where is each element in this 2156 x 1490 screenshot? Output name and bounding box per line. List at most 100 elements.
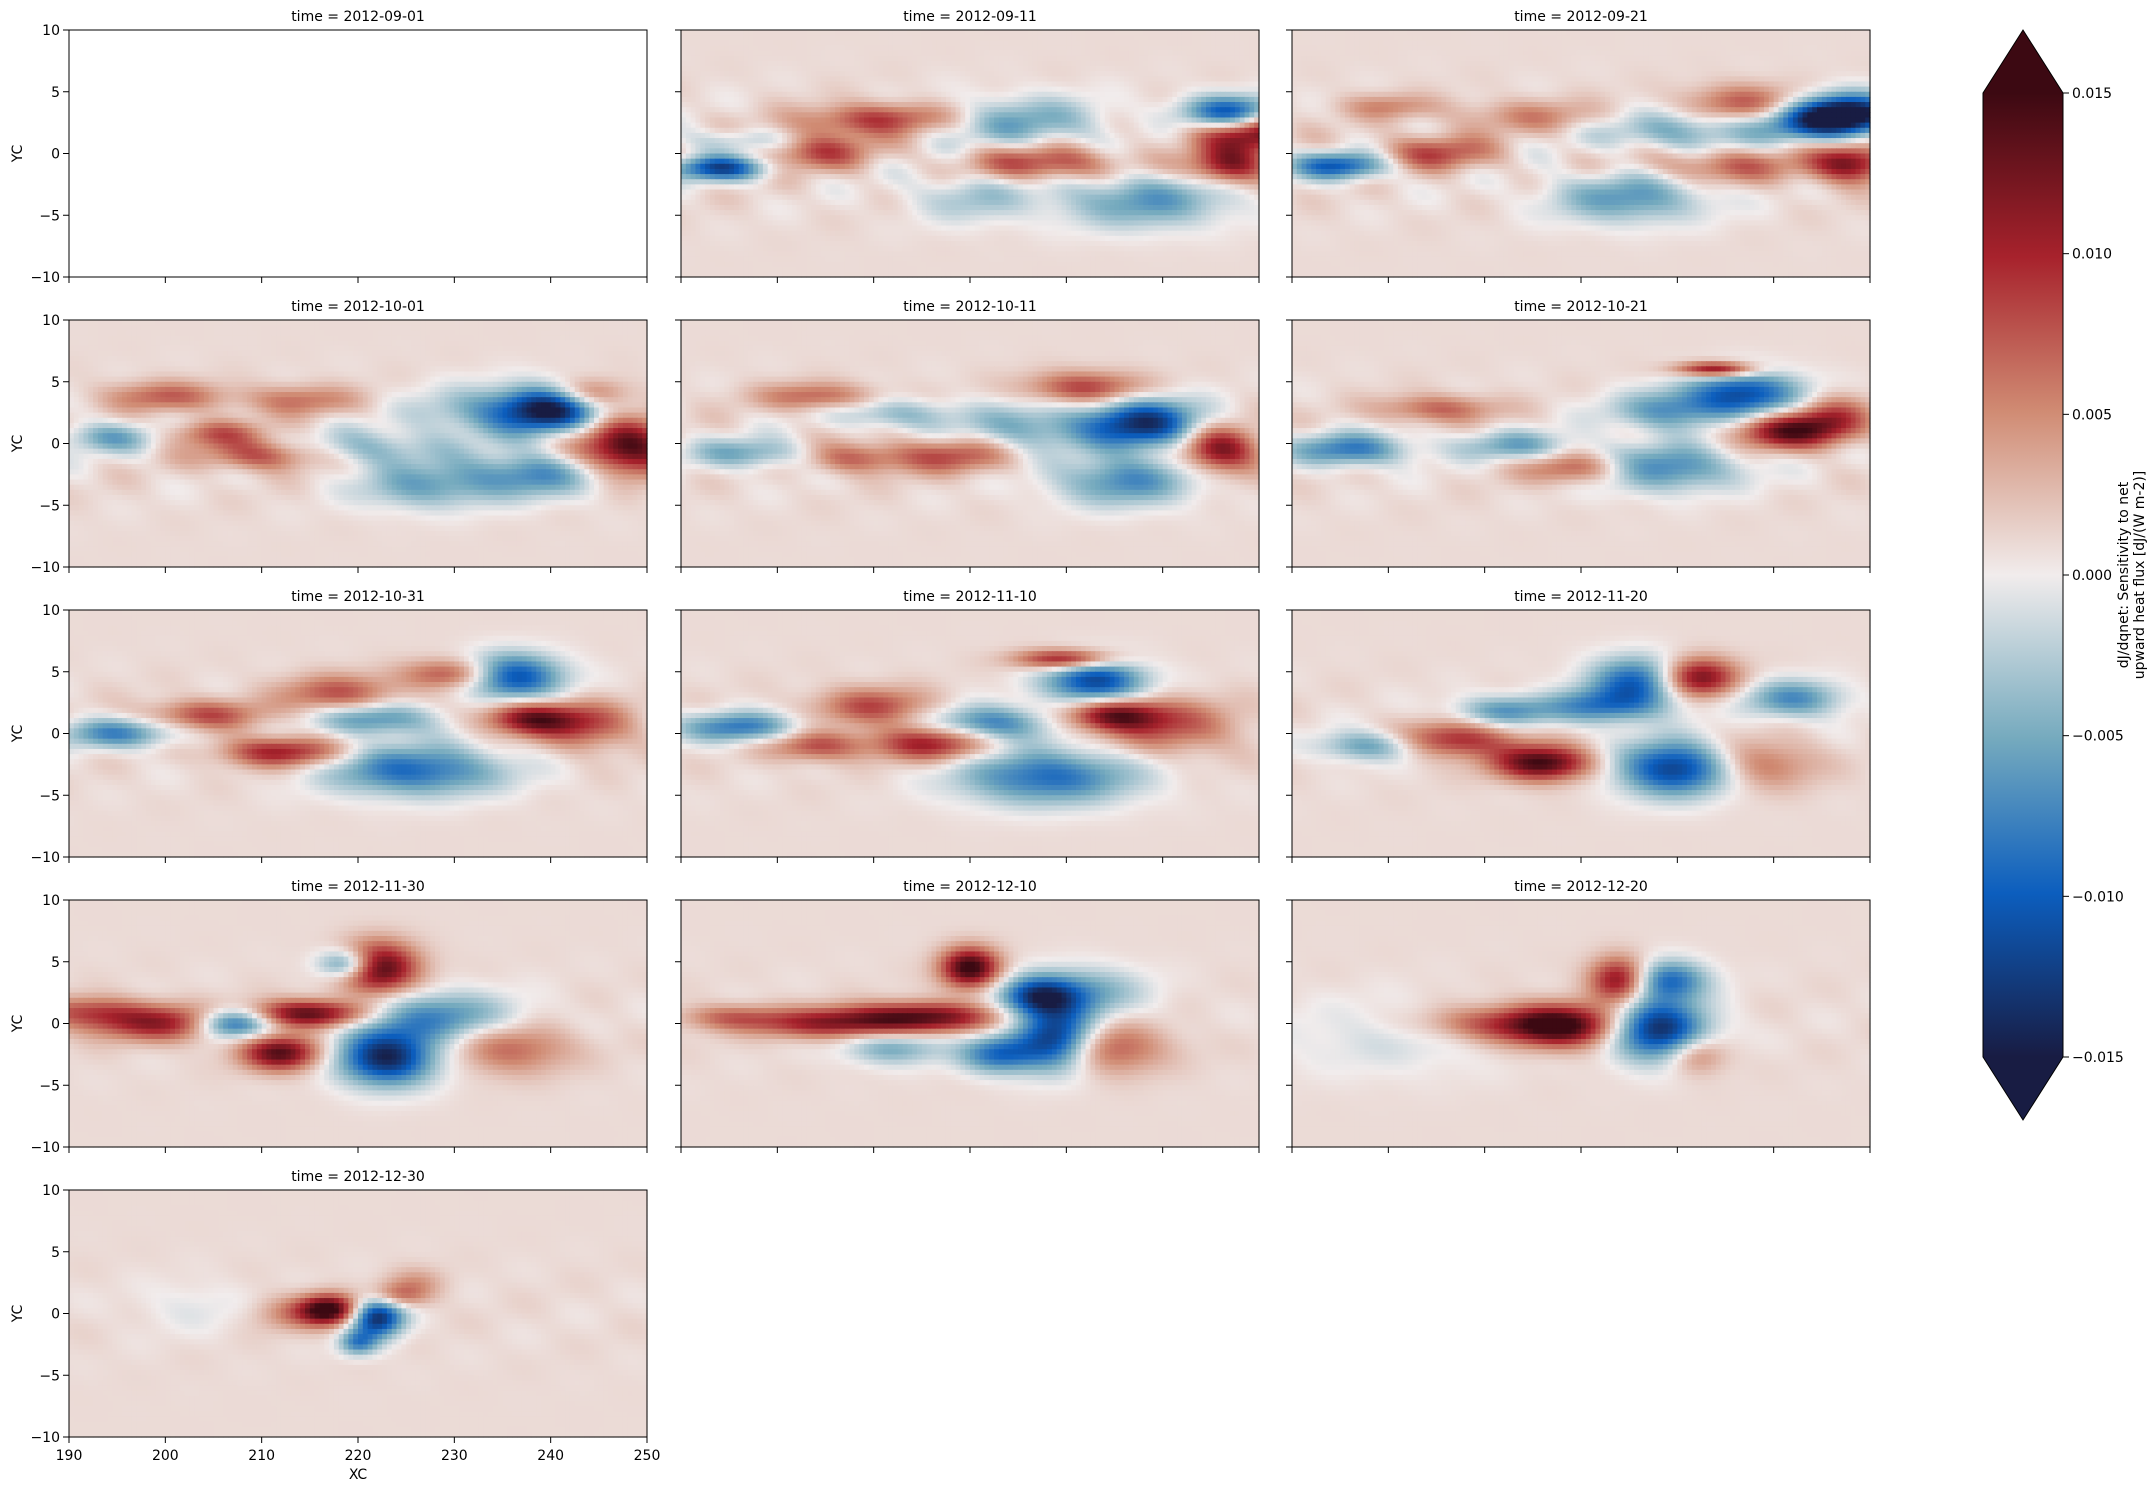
heatmap-cell bbox=[888, 30, 893, 36]
heatmap-cell bbox=[975, 107, 980, 113]
heatmap-cell bbox=[1129, 87, 1134, 93]
heatmap-cell bbox=[1206, 40, 1211, 46]
heatmap-cell bbox=[1110, 30, 1115, 36]
heatmap-cell bbox=[1196, 40, 1201, 46]
heatmap-cell bbox=[1220, 66, 1225, 72]
heatmap-cell bbox=[888, 123, 893, 129]
heatmap-cell bbox=[893, 76, 898, 82]
heatmap-cell bbox=[816, 61, 821, 67]
heatmap-cell bbox=[1028, 56, 1033, 62]
heatmap-cell bbox=[729, 35, 734, 41]
heatmap-cell bbox=[729, 56, 734, 62]
heatmap-cell bbox=[854, 71, 859, 77]
heatmap-cell bbox=[801, 71, 806, 77]
heatmap-cell bbox=[946, 35, 951, 41]
heatmap-cell bbox=[956, 128, 961, 134]
heatmap-cell bbox=[1196, 97, 1201, 103]
heatmap-cell bbox=[1167, 76, 1172, 82]
heatmap-cell bbox=[878, 56, 883, 62]
heatmap-cell bbox=[1028, 97, 1033, 103]
heatmap-cell bbox=[1018, 61, 1023, 67]
heatmap-cell bbox=[695, 35, 700, 41]
heatmap-cell bbox=[1134, 107, 1139, 113]
heatmap-cell bbox=[691, 102, 696, 108]
heatmap-cell bbox=[874, 71, 879, 77]
heatmap-cell bbox=[946, 76, 951, 82]
heatmap-cell bbox=[1192, 51, 1197, 57]
heatmap-cell bbox=[1167, 66, 1172, 72]
heatmap-cell bbox=[821, 117, 826, 123]
heatmap-cell bbox=[1216, 35, 1221, 41]
heatmap-cell bbox=[854, 92, 859, 98]
heatmap-cell bbox=[1042, 51, 1047, 57]
heatmap-cell bbox=[956, 123, 961, 129]
heatmap-cell bbox=[705, 76, 710, 82]
heatmap-cell bbox=[715, 128, 720, 134]
heatmap-cell bbox=[984, 45, 989, 51]
heatmap-cell bbox=[1216, 112, 1221, 118]
heatmap-cell bbox=[931, 128, 936, 134]
heatmap-cell bbox=[1153, 61, 1158, 67]
heatmap-cell bbox=[864, 76, 869, 82]
heatmap-cell bbox=[898, 102, 903, 108]
heatmap-cell bbox=[984, 107, 989, 113]
heatmap-cell bbox=[1225, 87, 1230, 93]
heatmap-cell bbox=[1163, 56, 1168, 62]
heatmap-cell bbox=[980, 51, 985, 57]
heatmap-cell bbox=[1139, 56, 1144, 62]
heatmap-cell bbox=[1047, 97, 1052, 103]
heatmap-cell bbox=[1143, 30, 1148, 36]
heatmap-cell bbox=[956, 87, 961, 93]
heatmap-cell bbox=[941, 61, 946, 67]
heatmap-cell bbox=[1187, 112, 1192, 118]
heatmap-cell bbox=[1225, 30, 1230, 36]
heatmap-cell bbox=[1153, 123, 1158, 129]
heatmap-cell bbox=[994, 87, 999, 93]
heatmap-cell bbox=[1230, 128, 1235, 134]
heatmap-cell bbox=[1187, 51, 1192, 57]
heatmap-cell bbox=[1148, 87, 1153, 93]
heatmap-cell bbox=[1167, 107, 1172, 113]
heatmap-cell bbox=[1139, 102, 1144, 108]
heatmap-cell bbox=[1004, 81, 1009, 87]
heatmap-cell bbox=[970, 51, 975, 57]
heatmap-cell bbox=[681, 92, 686, 98]
heatmap-cell bbox=[1119, 107, 1124, 113]
heatmap-cell bbox=[994, 128, 999, 134]
heatmap-cell bbox=[1124, 40, 1129, 46]
heatmap-cell bbox=[1047, 117, 1052, 123]
heatmap-cell bbox=[864, 123, 869, 129]
heatmap-cell bbox=[1225, 71, 1230, 77]
panel-title: time = 2012-09-01 bbox=[291, 9, 425, 25]
heatmap-cell bbox=[724, 112, 729, 118]
heatmap-cell bbox=[1018, 102, 1023, 108]
heatmap-cell bbox=[1158, 81, 1163, 87]
heatmap-cell bbox=[705, 35, 710, 41]
heatmap-cell bbox=[758, 128, 763, 134]
heatmap-cell bbox=[748, 128, 753, 134]
heatmap-cell bbox=[792, 71, 797, 77]
heatmap-cell bbox=[830, 128, 835, 134]
heatmap-cell bbox=[1062, 102, 1067, 108]
heatmap-cell bbox=[1095, 133, 1100, 139]
heatmap-cell bbox=[1076, 56, 1081, 62]
heatmap-cell bbox=[1235, 30, 1240, 36]
heatmap-cell bbox=[1225, 97, 1230, 103]
heatmap-cell bbox=[782, 128, 787, 134]
heatmap-cell bbox=[840, 76, 845, 82]
heatmap-cell bbox=[1240, 61, 1245, 67]
heatmap-cell bbox=[1124, 61, 1129, 67]
heatmap-cell bbox=[720, 66, 725, 72]
heatmap-cell bbox=[777, 123, 782, 129]
heatmap-cell bbox=[888, 102, 893, 108]
heatmap-cell bbox=[1129, 76, 1134, 82]
heatmap-cell bbox=[1139, 107, 1144, 113]
heatmap-cell bbox=[1110, 45, 1115, 51]
heatmap-cell bbox=[734, 51, 739, 57]
heatmap-cell bbox=[787, 35, 792, 41]
heatmap-cell bbox=[821, 45, 826, 51]
heatmap-cell bbox=[705, 66, 710, 72]
heatmap-cell bbox=[792, 133, 797, 139]
heatmap-cell bbox=[695, 92, 700, 98]
heatmap-cell bbox=[1167, 133, 1172, 139]
